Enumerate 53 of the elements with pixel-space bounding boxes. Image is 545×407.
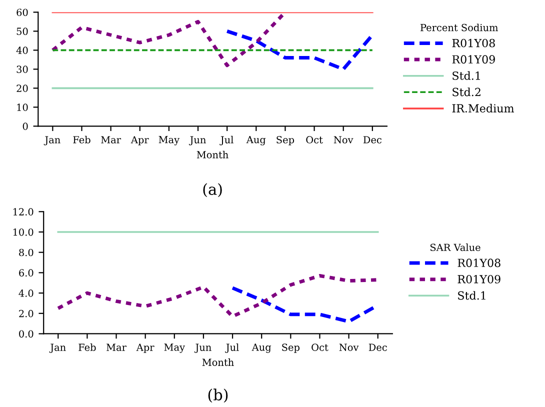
x-tick-label: Aug xyxy=(252,344,272,353)
text: (b) xyxy=(208,388,228,403)
legend-title: Percent Sodium xyxy=(420,24,498,32)
x-tick-label: Oct xyxy=(306,136,323,144)
y-tick-label: 40 xyxy=(16,46,28,54)
legend-label: IR.Medium xyxy=(452,104,514,113)
line-series xyxy=(225,29,374,71)
x-tick-label: Jan xyxy=(49,344,66,353)
x-tick-label: Jan xyxy=(44,136,60,146)
legend-label: R01Y09 xyxy=(458,274,500,284)
x-tick-label: Feb xyxy=(78,343,96,351)
legend-title: SAR Value xyxy=(430,244,480,252)
x-tick-label: Sep xyxy=(282,344,300,353)
x-tick-label: Jul xyxy=(225,343,239,353)
y-tick-label: 2.0 xyxy=(19,310,34,318)
y-tick-label: 60 xyxy=(16,8,28,16)
x-tick-label: Nov xyxy=(334,136,354,144)
x-tick-label: Mar xyxy=(101,136,122,144)
y-tick-label: 12.0 xyxy=(13,208,34,216)
x-tick-label: Feb xyxy=(73,136,90,144)
y-tick-label: 10.0 xyxy=(13,228,34,236)
legend-label: Std.1 xyxy=(458,291,486,300)
y-tick-label: 8.0 xyxy=(19,248,34,256)
x-axis-title: Month xyxy=(202,358,234,366)
x-tick-label: Mar xyxy=(106,344,126,351)
x-axis-title: Month xyxy=(196,150,228,158)
y-tick-label: 4.0 xyxy=(18,290,34,297)
legend-label: Std.2 xyxy=(452,88,480,96)
legend-label: R01Y08 xyxy=(452,38,495,48)
y-tick-label: 30 xyxy=(16,66,28,74)
legend-label: R01Y08 xyxy=(458,258,500,268)
y-tick-label: 10 xyxy=(17,104,28,112)
y-tick-label: 20 xyxy=(16,84,28,92)
x-tick-label: Jun xyxy=(194,344,212,353)
x-tick-label: Jun xyxy=(188,136,206,146)
y-tick-label: 0 xyxy=(22,122,28,130)
legend-label: R01Y09 xyxy=(452,55,495,64)
x-tick-label: Sep xyxy=(276,136,294,146)
y-tick-label: 6.0 xyxy=(19,269,34,277)
x-tick-label: May xyxy=(164,344,185,353)
x-tick-label: Aug xyxy=(246,136,266,146)
legend-label: Std.1 xyxy=(452,71,480,80)
y-tick-label: 50 xyxy=(16,28,28,36)
x-tick-label: Dec xyxy=(368,344,387,351)
x-tick-label: Jul xyxy=(220,136,234,146)
x-tick-label: Dec xyxy=(363,136,382,144)
text: (a) xyxy=(203,183,222,198)
x-tick-label: Apr xyxy=(130,136,149,146)
x-tick-label: Oct xyxy=(312,344,328,351)
x-tick-label: Nov xyxy=(339,344,359,351)
y-tick-label: 0.0 xyxy=(19,330,34,338)
x-tick-label: Apr xyxy=(136,344,154,353)
x-tick-label: May xyxy=(158,136,180,146)
